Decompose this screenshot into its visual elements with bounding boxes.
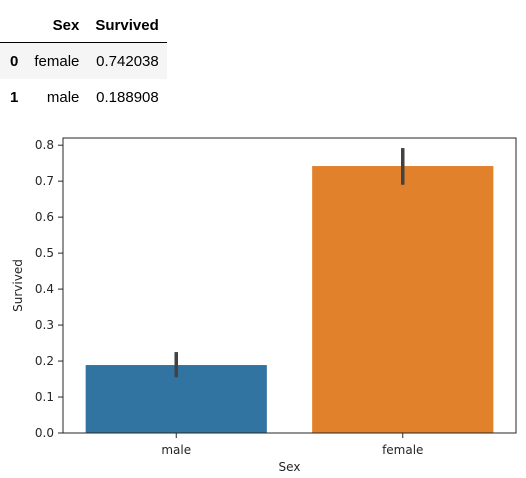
- cell-survived: 0.188908: [96, 88, 159, 106]
- y-tick-label: 0.8: [35, 138, 54, 152]
- column-header-survived: Survived: [87, 8, 167, 43]
- row-index: 1: [10, 88, 19, 106]
- table-header-row: Sex Survived: [0, 8, 167, 43]
- column-header-sex: Sex: [26, 8, 88, 43]
- cell-sex: male: [46, 88, 80, 106]
- y-tick-label: 0.3: [35, 318, 54, 332]
- y-axis: 0.0 0.1 0.2 0.3 0.4 0.5 0.6 0.7 0.8: [35, 138, 63, 440]
- table-row: 1 male 0.188908: [0, 79, 167, 115]
- bar-female: [312, 166, 494, 433]
- x-tick-label: male: [161, 443, 191, 457]
- y-tick-label: 0.1: [35, 390, 54, 404]
- dataframe-table: Sex Survived 0 female 0.742038 1 male 0.…: [0, 8, 167, 115]
- error-bars-group: [174, 148, 405, 378]
- y-tick-label: 0.5: [35, 246, 54, 260]
- y-tick-label: 0.4: [35, 282, 54, 296]
- y-tick-label: 0.0: [35, 426, 54, 440]
- y-tick-label: 0.2: [35, 354, 54, 368]
- bars-group: [85, 166, 494, 433]
- plot-frame: [62, 137, 517, 434]
- x-axis: male female: [161, 433, 423, 457]
- cell-survived: 0.742038: [96, 52, 159, 70]
- x-axis-title: Sex: [279, 460, 301, 474]
- table-row: 0 female 0.742038: [0, 42, 167, 79]
- row-index: 0: [10, 52, 19, 70]
- cell-sex: female: [34, 52, 80, 70]
- y-tick-label: 0.6: [35, 210, 54, 224]
- y-tick-label: 0.7: [35, 174, 54, 188]
- index-header: [0, 8, 27, 43]
- y-axis-title: Survived: [11, 259, 25, 312]
- x-tick-label: female: [382, 443, 423, 457]
